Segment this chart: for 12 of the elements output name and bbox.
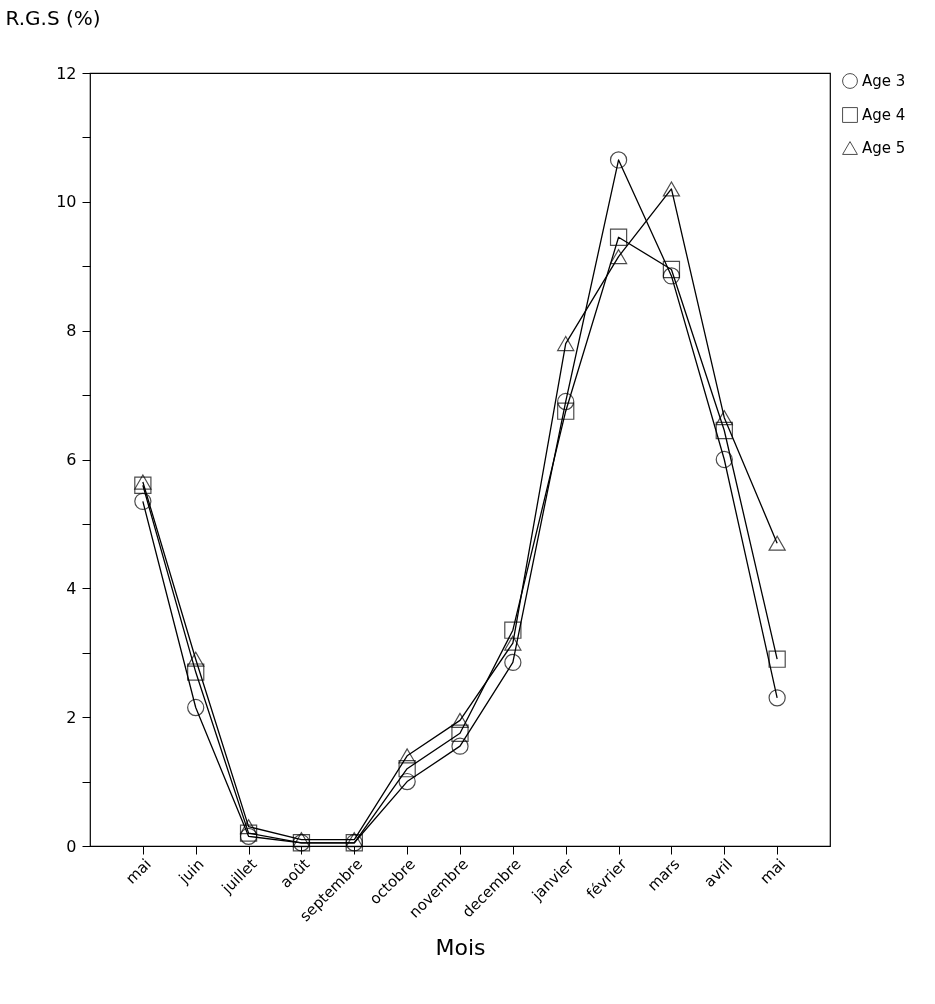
legend-label: Age 3 <box>862 72 906 90</box>
y-axis-title: R.G.S (%) <box>5 5 101 30</box>
y-tick-label: 2 <box>66 707 77 727</box>
y-tick-label: 0 <box>66 836 77 856</box>
legend-label: Age 4 <box>862 106 906 124</box>
y-tick-label: 12 <box>56 63 77 83</box>
y-tick-label: 10 <box>56 192 77 212</box>
y-tick-label: 8 <box>66 321 77 341</box>
y-tick-label: 6 <box>66 450 77 469</box>
x-axis-title: Mois <box>435 935 486 961</box>
y-tick-label: 4 <box>66 578 77 598</box>
legend-label: Age 5 <box>862 139 906 157</box>
